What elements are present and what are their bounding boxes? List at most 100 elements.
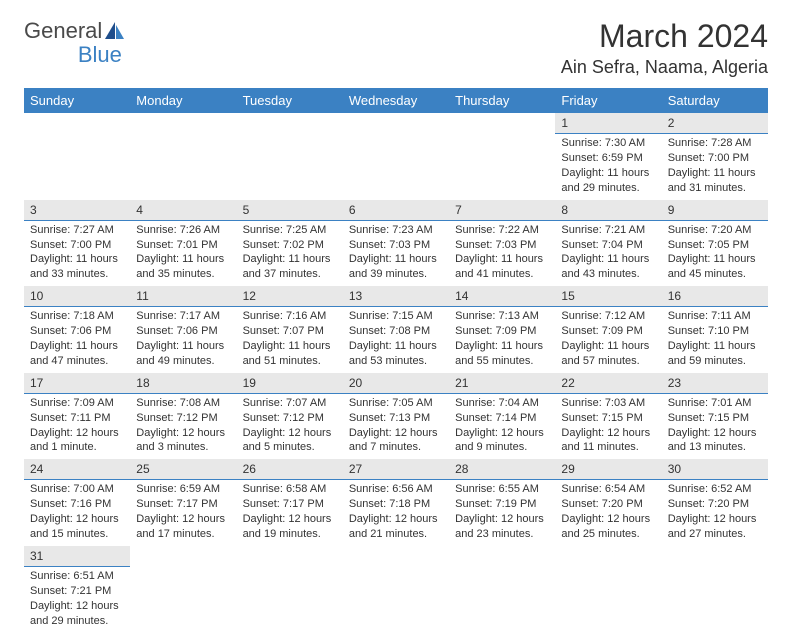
sunrise-text: Sunrise: 7:18 AM bbox=[30, 309, 124, 324]
calendar-cell: 5Sunrise: 7:25 AMSunset: 7:02 PMDaylight… bbox=[237, 200, 343, 287]
calendar-cell: 22Sunrise: 7:03 AMSunset: 7:15 PMDayligh… bbox=[555, 373, 661, 460]
sunrise-text: Sunrise: 7:30 AM bbox=[561, 136, 655, 151]
day-number: 15 bbox=[555, 286, 661, 307]
day-number: 11 bbox=[130, 286, 236, 307]
daylight-text: Daylight: 11 hours and 31 minutes. bbox=[668, 166, 762, 196]
sunset-text: Sunset: 7:17 PM bbox=[243, 497, 337, 512]
sunset-text: Sunset: 7:02 PM bbox=[243, 238, 337, 253]
day-details: Sunrise: 7:08 AMSunset: 7:12 PMDaylight:… bbox=[130, 394, 236, 459]
sunset-text: Sunset: 7:15 PM bbox=[668, 411, 762, 426]
sunset-text: Sunset: 7:09 PM bbox=[561, 324, 655, 339]
day-details: Sunrise: 7:23 AMSunset: 7:03 PMDaylight:… bbox=[343, 221, 449, 286]
daylight-text: Daylight: 11 hours and 53 minutes. bbox=[349, 339, 443, 369]
day-number: 9 bbox=[662, 200, 768, 221]
sunrise-text: Sunrise: 7:21 AM bbox=[561, 223, 655, 238]
daylight-text: Daylight: 11 hours and 47 minutes. bbox=[30, 339, 124, 369]
daylight-text: Daylight: 11 hours and 59 minutes. bbox=[668, 339, 762, 369]
day-number: 26 bbox=[237, 459, 343, 480]
calendar-cell: 1Sunrise: 7:30 AMSunset: 6:59 PMDaylight… bbox=[555, 113, 661, 200]
day-number: 30 bbox=[662, 459, 768, 480]
calendar-cell: 3Sunrise: 7:27 AMSunset: 7:00 PMDaylight… bbox=[24, 200, 130, 287]
day-number: 14 bbox=[449, 286, 555, 307]
sunset-text: Sunset: 6:59 PM bbox=[561, 151, 655, 166]
daylight-text: Daylight: 12 hours and 11 minutes. bbox=[561, 426, 655, 456]
day-details: Sunrise: 7:11 AMSunset: 7:10 PMDaylight:… bbox=[662, 307, 768, 372]
calendar-cell: 9Sunrise: 7:20 AMSunset: 7:05 PMDaylight… bbox=[662, 200, 768, 287]
sunrise-text: Sunrise: 7:07 AM bbox=[243, 396, 337, 411]
logo-sail-icon bbox=[104, 21, 126, 41]
day-details: Sunrise: 7:15 AMSunset: 7:08 PMDaylight:… bbox=[343, 307, 449, 372]
calendar-cell: 16Sunrise: 7:11 AMSunset: 7:10 PMDayligh… bbox=[662, 286, 768, 373]
daylight-text: Daylight: 12 hours and 9 minutes. bbox=[455, 426, 549, 456]
calendar-cell bbox=[343, 546, 449, 632]
day-header: Tuesday bbox=[237, 88, 343, 113]
day-number: 27 bbox=[343, 459, 449, 480]
day-details: Sunrise: 7:07 AMSunset: 7:12 PMDaylight:… bbox=[237, 394, 343, 459]
calendar-cell: 24Sunrise: 7:00 AMSunset: 7:16 PMDayligh… bbox=[24, 459, 130, 546]
daylight-text: Daylight: 11 hours and 35 minutes. bbox=[136, 252, 230, 282]
day-number: 16 bbox=[662, 286, 768, 307]
sunrise-text: Sunrise: 6:58 AM bbox=[243, 482, 337, 497]
calendar-cell: 10Sunrise: 7:18 AMSunset: 7:06 PMDayligh… bbox=[24, 286, 130, 373]
calendar-cell bbox=[130, 113, 236, 200]
sunrise-text: Sunrise: 7:28 AM bbox=[668, 136, 762, 151]
sunset-text: Sunset: 7:00 PM bbox=[668, 151, 762, 166]
calendar-cell: 14Sunrise: 7:13 AMSunset: 7:09 PMDayligh… bbox=[449, 286, 555, 373]
sunrise-text: Sunrise: 7:15 AM bbox=[349, 309, 443, 324]
sunset-text: Sunset: 7:18 PM bbox=[349, 497, 443, 512]
sunset-text: Sunset: 7:11 PM bbox=[30, 411, 124, 426]
sunset-text: Sunset: 7:19 PM bbox=[455, 497, 549, 512]
sunset-text: Sunset: 7:07 PM bbox=[243, 324, 337, 339]
day-details: Sunrise: 7:28 AMSunset: 7:00 PMDaylight:… bbox=[662, 134, 768, 199]
day-number: 25 bbox=[130, 459, 236, 480]
daylight-text: Daylight: 11 hours and 49 minutes. bbox=[136, 339, 230, 369]
day-number: 20 bbox=[343, 373, 449, 394]
sunset-text: Sunset: 7:06 PM bbox=[136, 324, 230, 339]
calendar-cell: 19Sunrise: 7:07 AMSunset: 7:12 PMDayligh… bbox=[237, 373, 343, 460]
daylight-text: Daylight: 12 hours and 29 minutes. bbox=[30, 599, 124, 629]
calendar-body: 1 Sunrise: 7:30 AMSunset: 6:59 PM Daylight… bbox=[24, 113, 768, 632]
day-details: Sunrise: 7:09 AMSunset: 7:11 PMDaylight:… bbox=[24, 394, 130, 459]
daylight-text: Daylight: 11 hours and 37 minutes. bbox=[243, 252, 337, 282]
daylight-text: Daylight: 12 hours and 7 minutes. bbox=[349, 426, 443, 456]
daylight-text: Daylight: 11 hours and 39 minutes. bbox=[349, 252, 443, 282]
calendar-cell: 7Sunrise: 7:22 AMSunset: 7:03 PMDaylight… bbox=[449, 200, 555, 287]
sunset-text: Sunset: 7:03 PM bbox=[349, 238, 443, 253]
sunset-text: Sunset: 7:13 PM bbox=[349, 411, 443, 426]
sunset-text: Sunset: 7:01 PM bbox=[136, 238, 230, 253]
daylight-text: Daylight: 11 hours and 57 minutes. bbox=[561, 339, 655, 369]
day-details: Sunrise: 6:52 AMSunset: 7:20 PMDaylight:… bbox=[662, 480, 768, 545]
daylight-text: Daylight: 11 hours and 51 minutes. bbox=[243, 339, 337, 369]
day-details: Sunrise: 6:56 AMSunset: 7:18 PMDaylight:… bbox=[343, 480, 449, 545]
day-number: 5 bbox=[237, 200, 343, 221]
day-details: Sunrise: 6:54 AMSunset: 7:20 PMDaylight:… bbox=[555, 480, 661, 545]
day-header: Thursday bbox=[449, 88, 555, 113]
calendar-cell: 31Sunrise: 6:51 AMSunset: 7:21 PMDayligh… bbox=[24, 546, 130, 632]
calendar-cell bbox=[237, 546, 343, 632]
sunrise-text: Sunrise: 6:59 AM bbox=[136, 482, 230, 497]
header: General March 2024 Ain Sefra, Naama, Alg… bbox=[24, 18, 768, 78]
day-number: 19 bbox=[237, 373, 343, 394]
sunrise-text: Sunrise: 7:17 AM bbox=[136, 309, 230, 324]
sunrise-text: Sunrise: 6:55 AM bbox=[455, 482, 549, 497]
day-details: Sunrise: 7:17 AMSunset: 7:06 PMDaylight:… bbox=[130, 307, 236, 372]
calendar-cell bbox=[237, 113, 343, 200]
sunrise-text: Sunrise: 7:12 AM bbox=[561, 309, 655, 324]
sunrise-text: Sunrise: 7:20 AM bbox=[668, 223, 762, 238]
calendar-cell: 21Sunrise: 7:04 AMSunset: 7:14 PMDayligh… bbox=[449, 373, 555, 460]
sunset-text: Sunset: 7:15 PM bbox=[561, 411, 655, 426]
day-number: 23 bbox=[662, 373, 768, 394]
day-number: 18 bbox=[130, 373, 236, 394]
day-details: Sunrise: 7:16 AMSunset: 7:07 PMDaylight:… bbox=[237, 307, 343, 372]
sunrise-text: Sunrise: 7:22 AM bbox=[455, 223, 549, 238]
daylight-text: Daylight: 11 hours and 41 minutes. bbox=[455, 252, 549, 282]
sunset-text: Sunset: 7:20 PM bbox=[561, 497, 655, 512]
daylight-text: Daylight: 12 hours and 25 minutes. bbox=[561, 512, 655, 542]
sunrise-text: Sunrise: 7:04 AM bbox=[455, 396, 549, 411]
day-details: Sunrise: 7:01 AMSunset: 7:15 PMDaylight:… bbox=[662, 394, 768, 459]
day-details: Sunrise: 6:58 AMSunset: 7:17 PMDaylight:… bbox=[237, 480, 343, 545]
day-number: 1 bbox=[555, 113, 661, 134]
sunrise-text: Sunrise: 7:09 AM bbox=[30, 396, 124, 411]
day-details: Sunrise: 6:59 AMSunset: 7:17 PMDaylight:… bbox=[130, 480, 236, 545]
daylight-text: Daylight: 11 hours and 43 minutes. bbox=[561, 252, 655, 282]
